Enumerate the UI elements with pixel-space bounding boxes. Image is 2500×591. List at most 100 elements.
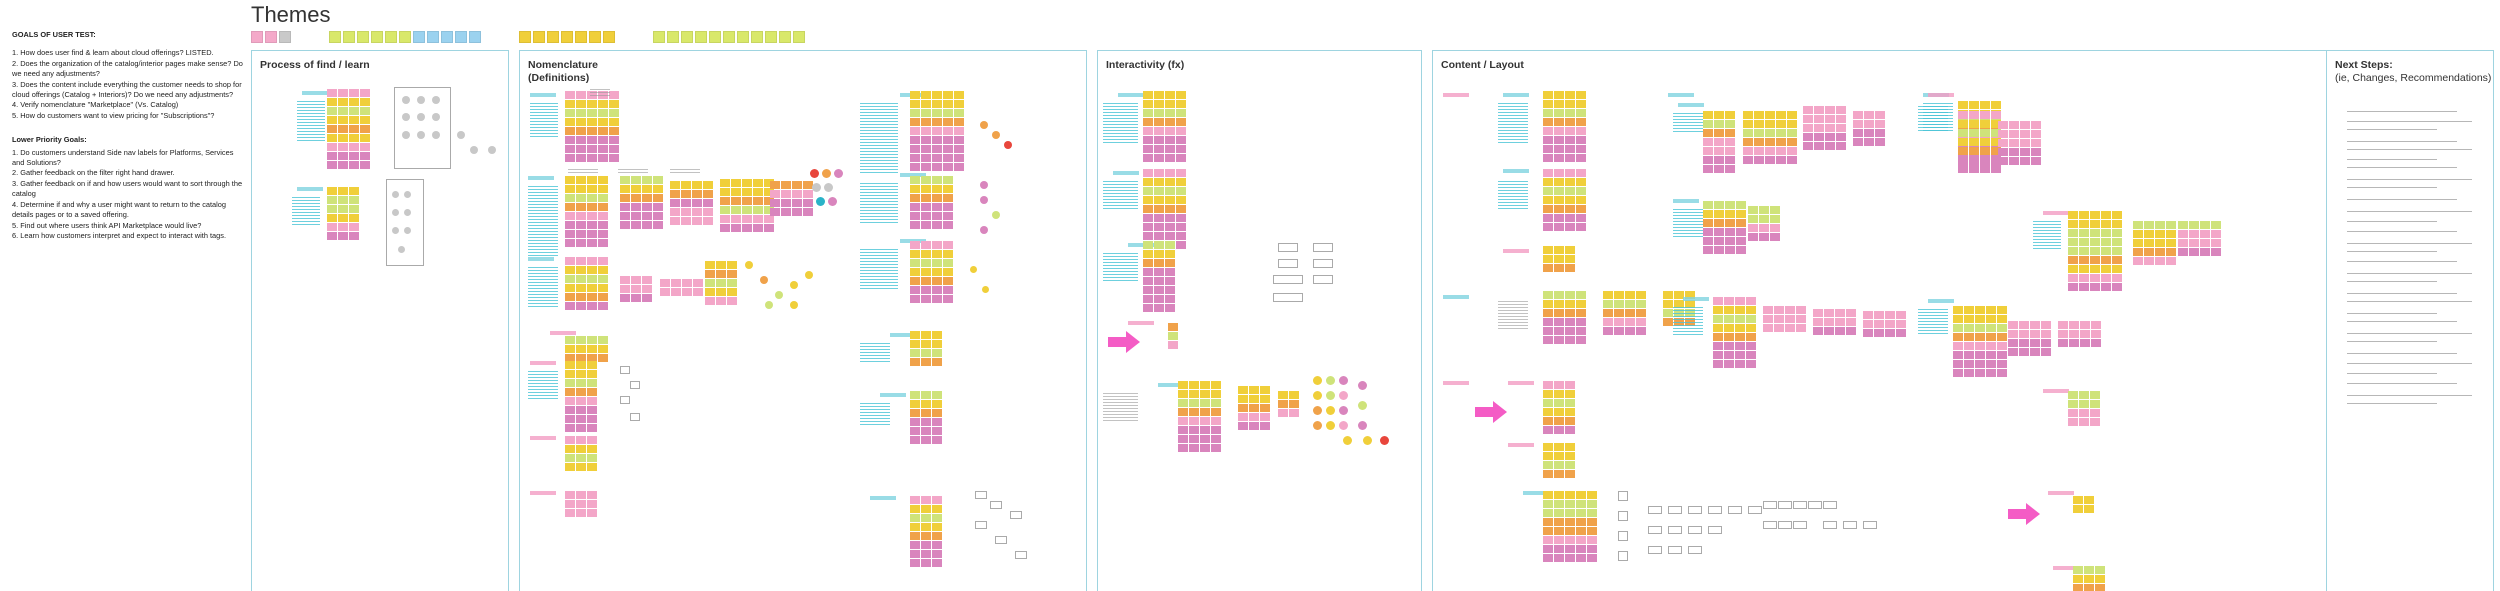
sticky-note [1636, 291, 1646, 299]
note-line [2347, 111, 2457, 112]
sticky-note [910, 118, 920, 126]
sticky-note [932, 100, 942, 108]
sticky-note [731, 197, 741, 205]
dot-marker [1313, 391, 1322, 400]
sticky-note [764, 224, 774, 232]
sticky-note [1176, 127, 1186, 135]
dot-marker [970, 266, 977, 273]
sticky-note [587, 100, 597, 108]
dot-marker [402, 113, 410, 121]
sticky-note [1997, 342, 2007, 350]
sticky-note [1724, 360, 1734, 368]
frame-interactivity[interactable]: Interactivity (fx) [1097, 50, 1422, 591]
outline-box [975, 491, 987, 499]
sticky-note [943, 277, 953, 285]
sticky-note [1554, 327, 1564, 335]
sticky-note [1565, 127, 1575, 135]
sticky-note [1543, 509, 1553, 517]
dot-marker [417, 96, 425, 104]
sticky-note [1896, 320, 1906, 328]
sticky-note [943, 136, 953, 144]
sticky-note [2019, 330, 2029, 338]
sticky-note [2101, 211, 2111, 219]
dot-marker [805, 271, 813, 279]
sticky-note [1178, 417, 1188, 425]
sticky-note [1853, 111, 1863, 119]
sticky-note [1787, 156, 1797, 164]
note-line [2347, 231, 2457, 232]
sticky-note [681, 199, 691, 207]
sticky-note [338, 134, 348, 142]
sticky-note [609, 127, 619, 135]
sticky-note [1178, 381, 1188, 389]
sticky-note [576, 118, 586, 126]
sticky-note [1543, 118, 1553, 126]
sticky-note [609, 136, 619, 144]
sticky-note [620, 194, 630, 202]
goal-item: 5. How do customers want to view pricing… [12, 110, 215, 120]
sticky-note [576, 145, 586, 153]
dot-marker [1313, 406, 1322, 415]
sticky-note [2073, 496, 2083, 504]
sticky-note [2009, 157, 2019, 165]
sticky-note [2133, 257, 2143, 265]
frame-next-steps[interactable]: Next Steps: (ie, Changes, Recommendation… [2326, 50, 2494, 591]
sticky-note [1796, 306, 1806, 314]
note-text [1498, 181, 1528, 211]
frame-content-layout[interactable]: Content / Layout [1432, 50, 2434, 591]
sticky-note [1991, 156, 2001, 164]
sticky-note [1168, 341, 1178, 349]
sticky-note [954, 163, 964, 171]
sticky-note [921, 436, 931, 444]
frame-nomenclature[interactable]: Nomenclature (Definitions) [519, 50, 1087, 591]
sticky-note [642, 221, 652, 229]
sticky-note [1143, 250, 1153, 258]
sticky-note [587, 176, 597, 184]
sticky-note [1143, 145, 1153, 153]
sticky-note [576, 136, 586, 144]
sticky-note [1603, 318, 1613, 326]
sticky-note [1746, 342, 1756, 350]
sticky-note [1991, 138, 2001, 146]
sticky-note [1576, 491, 1586, 499]
sticky-note [670, 181, 680, 189]
sticky-note [1663, 309, 1673, 317]
sticky-note [349, 107, 359, 115]
sticky-note [1543, 518, 1553, 526]
outline-box [630, 413, 640, 421]
sticky-note [1714, 219, 1724, 227]
legend-swatch [653, 31, 665, 43]
sticky-note [338, 152, 348, 160]
sticky-note [2058, 321, 2068, 329]
sticky-note [1554, 491, 1564, 499]
sticky-note [1969, 129, 1979, 137]
sticky-note [2068, 400, 2078, 408]
frame-process-find-learn[interactable]: Process of find / learn [251, 50, 509, 591]
sticky-note [753, 224, 763, 232]
sticky-note [2133, 221, 2143, 229]
section-label [1443, 295, 1469, 299]
sticky-note [1975, 333, 1985, 341]
sticky-note [1714, 228, 1724, 236]
sticky-note [1824, 318, 1834, 326]
sticky-note [587, 302, 597, 310]
sticky-note [1565, 223, 1575, 231]
goal-item: 1. How does user find & learn about clou… [12, 48, 214, 58]
sticky-note [1576, 309, 1586, 317]
sticky-note [565, 397, 575, 405]
sticky-note [642, 203, 652, 211]
sticky-note [932, 514, 942, 522]
sticky-note [1969, 165, 1979, 173]
section-label [890, 333, 916, 337]
sticky-note [954, 109, 964, 117]
sticky-note [1725, 228, 1735, 236]
sticky-note [576, 345, 586, 353]
note-text [530, 103, 558, 137]
sticky-note [1875, 138, 1885, 146]
sticky-note [943, 295, 953, 303]
sticky-note [1554, 518, 1564, 526]
dot-marker [790, 301, 798, 309]
sticky-note [576, 509, 586, 517]
note-line [2347, 129, 2437, 130]
sticky-note [1875, 111, 1885, 119]
